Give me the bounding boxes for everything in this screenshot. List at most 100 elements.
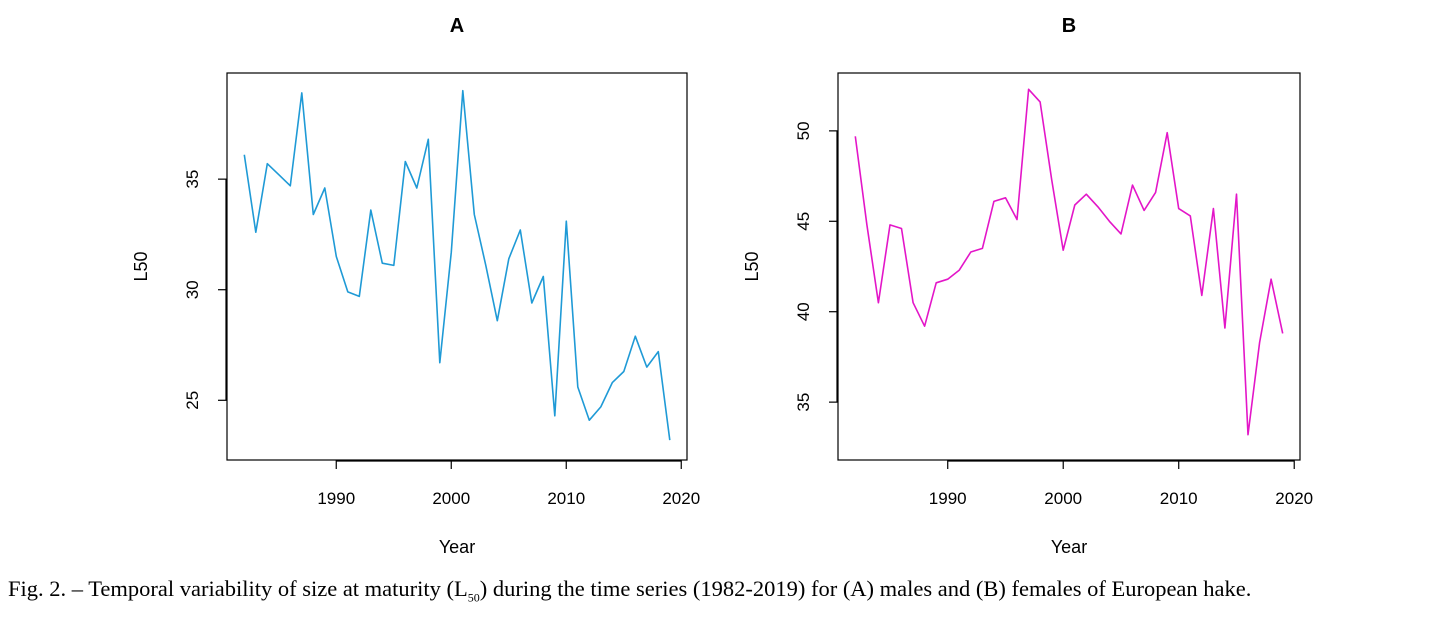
x-tick-label: 2020 bbox=[1275, 489, 1313, 508]
x-axis-label: Year bbox=[1051, 537, 1087, 557]
data-point bbox=[1131, 184, 1134, 187]
caption-subscript: 50 bbox=[467, 590, 480, 605]
data-point bbox=[981, 247, 984, 250]
plot-frame bbox=[226, 72, 688, 461]
data-point bbox=[1085, 193, 1088, 196]
data-point bbox=[473, 213, 476, 216]
data-point bbox=[1073, 204, 1076, 207]
data-point bbox=[969, 251, 972, 254]
data-point bbox=[1177, 207, 1180, 210]
data-point bbox=[415, 186, 418, 189]
data-point bbox=[1050, 178, 1053, 181]
x-tick-label: 2010 bbox=[547, 489, 585, 508]
x-tick-label: 1990 bbox=[317, 489, 355, 508]
y-tick-label: 35 bbox=[794, 393, 813, 412]
data-point bbox=[1096, 205, 1099, 208]
data-point bbox=[923, 325, 926, 328]
data-point bbox=[484, 264, 487, 267]
data-point bbox=[599, 405, 602, 408]
chart-panel-b: B 1990 2000 2010 2020 35 40 45 50 Year L50 bbox=[742, 15, 1313, 557]
y-tick-label: 30 bbox=[183, 280, 202, 299]
data-point bbox=[542, 275, 545, 278]
data-point bbox=[1270, 278, 1273, 281]
data-point bbox=[1062, 249, 1065, 252]
data-point bbox=[622, 370, 625, 373]
data-point bbox=[1004, 196, 1007, 199]
data-point bbox=[404, 160, 407, 163]
data-point bbox=[634, 335, 637, 338]
data-point bbox=[1281, 332, 1284, 335]
chart-title: B bbox=[1062, 15, 1076, 37]
data-point bbox=[300, 91, 303, 94]
data-point bbox=[450, 251, 453, 254]
data-point bbox=[645, 366, 648, 369]
data-point bbox=[530, 301, 533, 304]
y-tick-label: 50 bbox=[794, 121, 813, 140]
data-point bbox=[1212, 207, 1215, 210]
data-point bbox=[1235, 193, 1238, 196]
data-point bbox=[865, 223, 868, 226]
x-tick-label: 1990 bbox=[929, 489, 967, 508]
series-line bbox=[243, 89, 671, 441]
data-point bbox=[1143, 209, 1146, 212]
data-point bbox=[877, 301, 880, 304]
data-point bbox=[1108, 220, 1111, 223]
chart-title: A bbox=[450, 15, 464, 37]
data-point bbox=[946, 278, 949, 281]
data-point bbox=[277, 173, 280, 176]
data-point bbox=[519, 229, 522, 232]
data-point bbox=[1200, 294, 1203, 297]
caption-prefix: Fig. 2. – Temporal variability of size a… bbox=[8, 576, 468, 601]
data-point bbox=[427, 138, 430, 141]
data-point bbox=[611, 381, 614, 384]
data-point bbox=[1027, 88, 1030, 91]
data-point bbox=[346, 290, 349, 293]
data-point bbox=[438, 361, 441, 364]
x-tick-label: 2000 bbox=[1044, 489, 1082, 508]
data-point bbox=[1039, 100, 1042, 103]
data-point bbox=[992, 200, 995, 203]
data-point bbox=[496, 319, 499, 322]
data-point bbox=[289, 184, 292, 187]
data-point bbox=[935, 281, 938, 284]
y-axis-label: L50 bbox=[131, 251, 151, 281]
data-point bbox=[657, 350, 660, 353]
data-point bbox=[1247, 433, 1250, 436]
data-point bbox=[1154, 191, 1157, 194]
data-point bbox=[243, 153, 246, 156]
x-tick-label: 2010 bbox=[1160, 489, 1198, 508]
y-tick-label: 40 bbox=[794, 302, 813, 321]
data-point bbox=[1119, 232, 1122, 235]
data-point bbox=[254, 231, 257, 234]
data-point bbox=[392, 264, 395, 267]
x-tick-label: 2020 bbox=[662, 489, 700, 508]
data-point bbox=[900, 227, 903, 230]
chart-panel-a: A 1990 2000 2010 2020 25 30 35 Year L50 bbox=[131, 15, 700, 557]
data-point bbox=[323, 186, 326, 189]
data-point bbox=[1166, 131, 1169, 134]
data-point bbox=[358, 295, 361, 298]
data-point bbox=[1016, 218, 1019, 221]
y-tick-label: 35 bbox=[183, 170, 202, 189]
x-axis-label: Year bbox=[439, 537, 475, 557]
x-tick-label: 2000 bbox=[432, 489, 470, 508]
data-point bbox=[854, 135, 857, 138]
y-tick-label: 25 bbox=[183, 391, 202, 410]
data-point bbox=[266, 162, 269, 165]
data-point bbox=[912, 301, 915, 304]
data-point bbox=[588, 419, 591, 422]
data-point bbox=[461, 89, 464, 92]
y-axis-label: L50 bbox=[742, 251, 762, 281]
plot-frame bbox=[837, 72, 1301, 461]
data-point bbox=[1189, 214, 1192, 217]
data-point bbox=[369, 209, 372, 212]
data-point bbox=[381, 262, 384, 265]
data-point bbox=[576, 386, 579, 389]
data-point bbox=[1223, 326, 1226, 329]
caption-suffix: ) during the time series (1982-2019) for… bbox=[479, 576, 1252, 601]
data-point bbox=[1258, 341, 1261, 344]
data-point bbox=[507, 257, 510, 260]
data-point bbox=[668, 439, 671, 442]
data-point bbox=[335, 255, 338, 258]
